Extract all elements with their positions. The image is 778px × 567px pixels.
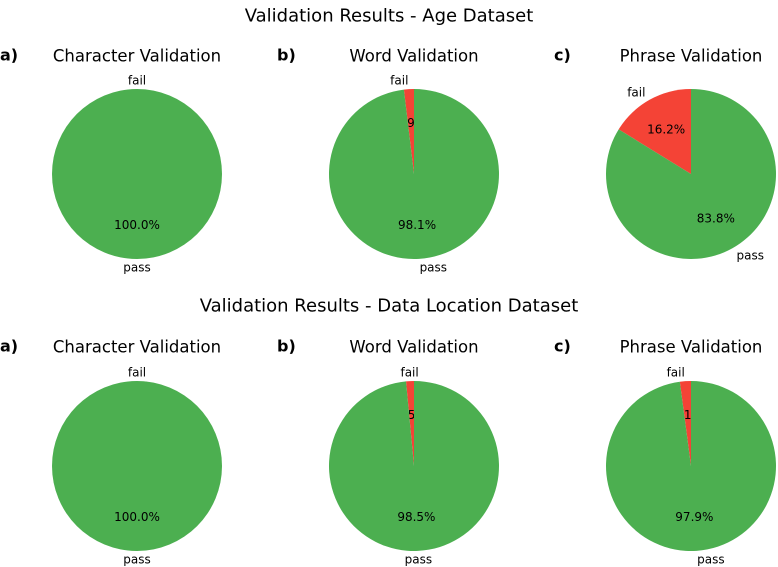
pie-slice-fail — [679, 381, 691, 466]
slice-label: fail — [128, 366, 146, 380]
panel-title: Character Validation — [53, 338, 221, 357]
group-title: Validation Results - Data Location Datas… — [200, 296, 579, 317]
slice-label: pass — [405, 552, 432, 566]
percent-label: 16.2% — [647, 122, 685, 136]
panel-letter: c) — [554, 337, 571, 356]
chart-group-0: Validation Results - Age Dataset a) Charac… — [0, 6, 776, 275]
slice-label: pass — [123, 553, 150, 567]
slice-label: fail — [390, 74, 408, 88]
slice-label: pass — [123, 261, 150, 275]
pie-slice-fail — [406, 381, 414, 466]
percent-label: 98.5% — [397, 510, 435, 524]
pie-slice-pass — [605, 381, 776, 552]
percent-label: 83.8% — [697, 212, 735, 226]
pie-slice-pass — [606, 89, 776, 259]
slice-label: fail — [667, 366, 685, 380]
percent-label: 98.1% — [398, 218, 436, 232]
panel-letter: c) — [554, 46, 571, 65]
pie-slice-pass — [52, 381, 222, 551]
pie-slice-pass — [52, 89, 222, 259]
pie-slice-pass — [329, 89, 500, 259]
pie-slice-pass — [328, 381, 499, 551]
group-title: Validation Results - Age Dataset — [245, 6, 534, 27]
slice-label: pass — [697, 552, 724, 566]
percent-label: 100.0% — [114, 218, 160, 232]
panel-title: Phrase Validation — [620, 338, 763, 357]
slice-label: fail — [627, 85, 645, 99]
slice-label: fail — [128, 74, 146, 88]
panel-letter: b) — [277, 337, 296, 356]
panel-title: Word Validation — [349, 47, 478, 66]
panel-letter: a) — [0, 337, 18, 356]
chart-group-1: Validation Results - Data Location Datas… — [0, 296, 776, 567]
pie-panel: c) Phrase Validation fail 16.2% pass 83.8% — [554, 46, 776, 263]
panel-title: Phrase Validation — [620, 47, 763, 66]
panel-title: Word Validation — [349, 338, 478, 357]
slice-label: pass — [737, 249, 764, 263]
panel-title: Character Validation — [53, 47, 221, 66]
percent-label: 100.0% — [114, 510, 160, 524]
percent-label: 97.9% — [675, 510, 713, 524]
pie-slice-fail — [403, 89, 414, 174]
slice-label: fail — [400, 366, 418, 380]
pie-slice-fail — [618, 89, 691, 174]
panel-letter: a) — [0, 46, 18, 65]
panel-letter: b) — [277, 46, 296, 65]
slice-label: pass — [420, 260, 447, 274]
